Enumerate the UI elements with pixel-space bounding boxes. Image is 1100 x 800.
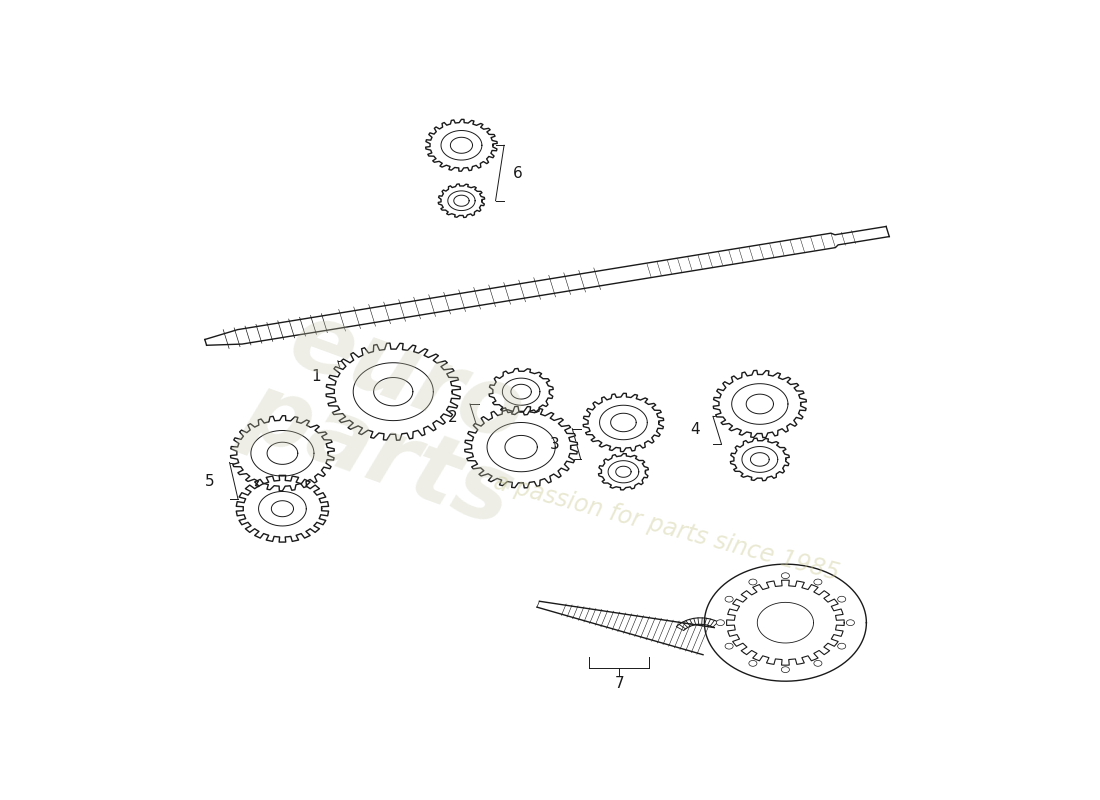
Text: 1: 1 [311,369,321,384]
Circle shape [838,596,846,602]
Circle shape [749,661,757,666]
Circle shape [725,643,733,649]
Polygon shape [583,394,663,452]
Circle shape [716,620,725,626]
Polygon shape [231,416,334,491]
Circle shape [838,643,846,649]
Circle shape [749,579,757,585]
Polygon shape [205,226,889,346]
Circle shape [814,661,822,666]
Polygon shape [713,370,806,438]
Text: 5: 5 [205,474,214,489]
Polygon shape [426,119,497,171]
Circle shape [781,573,790,578]
Text: 6: 6 [513,166,522,181]
Text: 2: 2 [448,410,458,425]
Text: a passion for parts since 1985: a passion for parts since 1985 [491,470,842,585]
Circle shape [814,579,822,585]
Text: euro
parts: euro parts [232,287,554,546]
Text: 3: 3 [550,437,560,451]
Circle shape [781,666,790,673]
Polygon shape [537,602,714,654]
Polygon shape [598,454,648,490]
Polygon shape [236,475,329,542]
Polygon shape [490,369,553,415]
Circle shape [846,620,855,626]
Text: 4: 4 [691,422,700,438]
Polygon shape [464,406,578,488]
Circle shape [725,596,733,602]
Polygon shape [438,184,485,218]
Text: 7: 7 [614,676,624,691]
Polygon shape [704,564,867,681]
Polygon shape [326,343,461,440]
Polygon shape [730,438,790,481]
